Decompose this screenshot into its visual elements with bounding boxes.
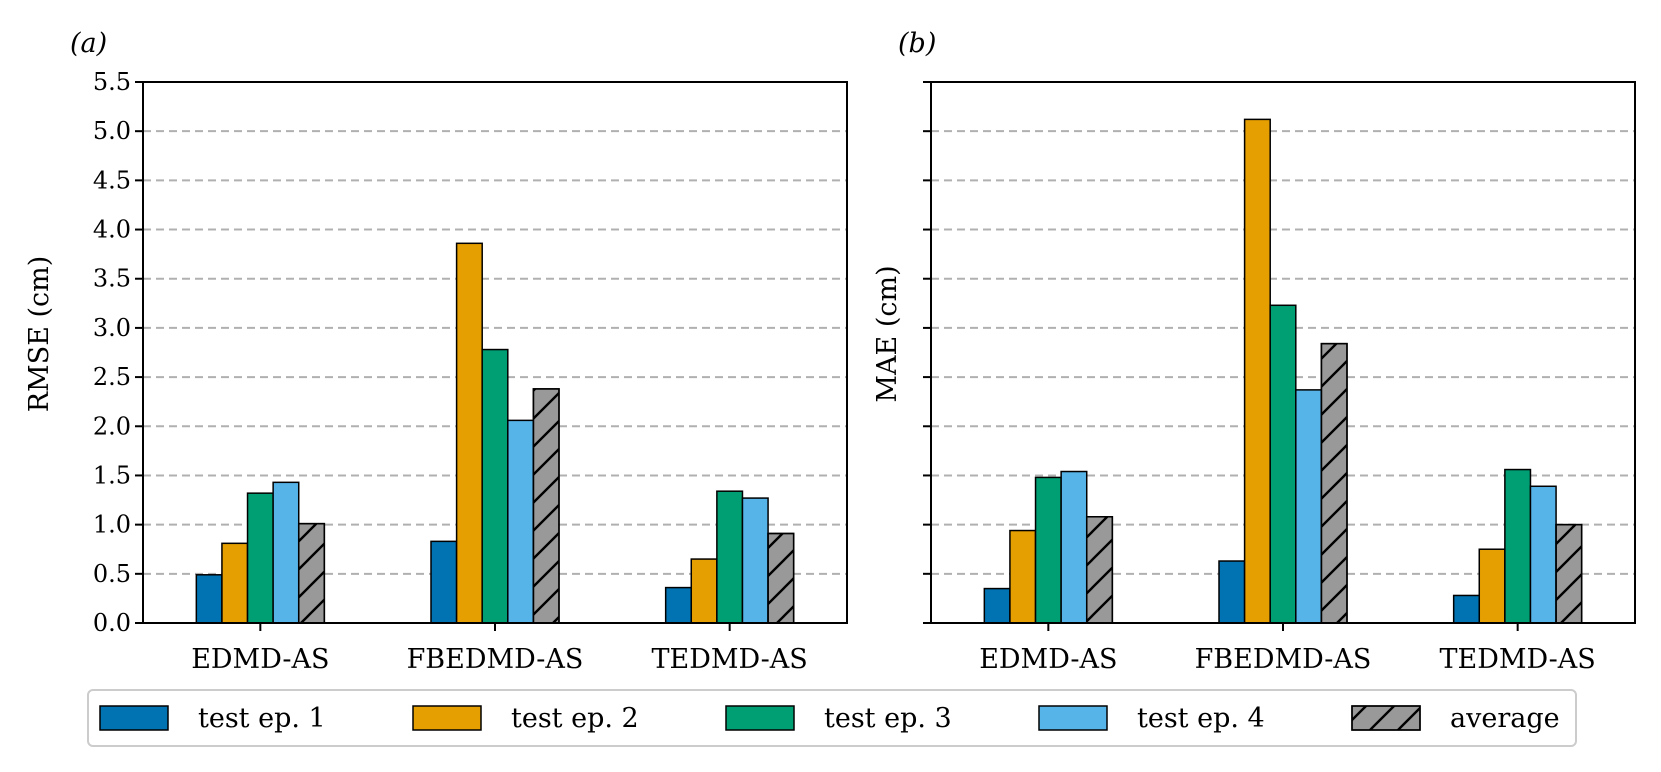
- panel-a-y-tick-label: 4.5: [93, 166, 131, 194]
- panel-a-bar-test-ep-2-fbedmd-as: [455, 242, 483, 624]
- panel-b-bar-test-ep-1-fbedmd-as: [1218, 560, 1246, 624]
- legend-label-test-ep-1: test ep. 1: [198, 703, 326, 734]
- panel-a-y-tick-label: 3.0: [93, 314, 131, 342]
- legend-label-test-ep-2: test ep. 2: [511, 703, 639, 734]
- panel-b-bar-test-ep-3-fbedmd-as: [1269, 304, 1297, 624]
- panel-b-bars: [983, 118, 1583, 624]
- panel-b-x-tick-label: FBEDMD-AS: [1195, 644, 1372, 675]
- panel-a-bar-test-ep-3-fbedmd-as: [481, 348, 509, 624]
- panel-a-y-tick-label: 5.0: [93, 117, 131, 145]
- panel-a-y-tick-label: 2.0: [93, 412, 131, 440]
- legend-box: [87, 689, 1577, 747]
- panel-a-y-tick-label: 5.5: [93, 68, 131, 96]
- legend-label-average: average: [1450, 703, 1560, 734]
- panel-a-x-tick-label: TEDMD-AS: [652, 644, 808, 675]
- panel-a-y-axis-title: RMSE (cm): [24, 256, 55, 413]
- legend-swatch-hatch: [1351, 705, 1421, 731]
- panel-b-bar-test-ep-1-tedmd-as: [1452, 594, 1481, 624]
- panel-a-bar-hatch-tedmd-as: [767, 532, 795, 624]
- legend-swatch-test-ep-1: [99, 705, 169, 731]
- panel-b-y-axis-title: MAE (cm): [872, 265, 903, 402]
- panel-a-bar-test-ep-4-tedmd-as: [741, 497, 769, 624]
- panel-a-bar-test-ep-1-edmd-as: [195, 574, 223, 624]
- panel-a-bar-hatch-edmd-as: [297, 522, 326, 624]
- panel-a-label: (a): [70, 28, 107, 59]
- panel-b-bar-hatch-fbedmd-as: [1320, 342, 1348, 624]
- panel-b-bar-hatch-edmd-as: [1085, 516, 1114, 624]
- panel-b-x-tick-label: TEDMD-AS: [1440, 644, 1596, 675]
- panel-b-bar-test-ep-4-edmd-as: [1060, 470, 1088, 624]
- panel-b-bar-test-ep-2-edmd-as: [1009, 529, 1037, 624]
- legend: test ep. 1 test ep. 2 test ep. 3 test ep. 4…: [87, 689, 1577, 747]
- panel-b-bar-test-ep-2-tedmd-as: [1478, 548, 1506, 624]
- panel-a-rmse-chart: (a) RMSE (cm) 0.0 0.5 1.0 1.5 2.0 2.5 3.0 3.5 4.…: [24, 28, 848, 675]
- panel-a-bar-test-ep-1-tedmd-as: [664, 586, 693, 624]
- panel-b-bar-hatch-tedmd-as: [1555, 523, 1583, 624]
- panel-b-bar-test-ep-4-fbedmd-as: [1295, 389, 1323, 624]
- panel-b-x-tick-label: EDMD-AS: [979, 644, 1117, 675]
- panel-a-frame: [142, 81, 848, 624]
- panel-a-y-tick-label: 3.5: [93, 265, 131, 293]
- panel-a-y-tick-label: 0.0: [93, 609, 131, 637]
- panel-a-y-tick-label: 1.0: [93, 511, 131, 539]
- panel-a-bar-test-ep-3-tedmd-as: [716, 490, 744, 624]
- panel-a-bar-test-ep-4-fbedmd-as: [507, 419, 535, 624]
- panel-a-bars: [195, 242, 795, 624]
- panel-b-bar-test-ep-2-fbedmd-as: [1243, 118, 1271, 624]
- panel-a-ticks: 0.0 0.5 1.0 1.5 2.0 2.5 3.0 3.5 4.0 4.5 5.0 5.5 EDMD…: [93, 68, 808, 675]
- panel-a-bar-test-ep-1-fbedmd-as: [430, 540, 458, 624]
- legend-swatch-test-ep-4: [1038, 705, 1108, 731]
- panel-b-frame: [930, 81, 1636, 624]
- panel-b-bar-test-ep-1-edmd-as: [983, 587, 1011, 624]
- panel-a-y-tick-label: 2.5: [93, 363, 131, 391]
- legend-swatch-test-ep-2: [412, 705, 482, 731]
- panel-a-y-tick-label: 1.5: [93, 461, 131, 489]
- panel-a-y-tick-label: 4.0: [93, 216, 131, 244]
- panel-a-x-tick-label: FBEDMD-AS: [407, 644, 584, 675]
- panel-a-x-tick-label: EDMD-AS: [191, 644, 329, 675]
- legend-swatch-test-ep-3: [725, 705, 795, 731]
- legend-label-test-ep-4: test ep. 4: [1137, 703, 1265, 734]
- panel-b-label: (b): [898, 28, 936, 59]
- legend-label-test-ep-3: test ep. 3: [824, 703, 952, 734]
- legend-entries: test ep. 1 test ep. 2 test ep. 3 test ep. 4…: [99, 703, 1560, 734]
- panel-a-bar-test-ep-2-tedmd-as: [690, 558, 718, 624]
- panel-b-ticks: EDMD-AS FBEDMD-AS TEDMD-AS: [923, 81, 1596, 675]
- panel-a-bar-test-ep-3-edmd-as: [246, 492, 274, 624]
- panel-b-bar-test-ep-3-edmd-as: [1034, 476, 1062, 624]
- panel-b-bar-test-ep-4-tedmd-as: [1529, 485, 1557, 624]
- panel-b-bar-test-ep-3-tedmd-as: [1504, 468, 1532, 624]
- panel-a-y-tick-label: 0.5: [93, 560, 131, 588]
- panel-a-bar-test-ep-4-edmd-as: [272, 481, 300, 624]
- panel-b-mae-chart: (b) MAE (cm) EDMD-AS FBEDMD-AS TEDMD-AS: [872, 28, 1636, 675]
- panel-a-bar-test-ep-2-edmd-as: [221, 542, 249, 624]
- panel-a-bar-hatch-fbedmd-as: [532, 388, 560, 624]
